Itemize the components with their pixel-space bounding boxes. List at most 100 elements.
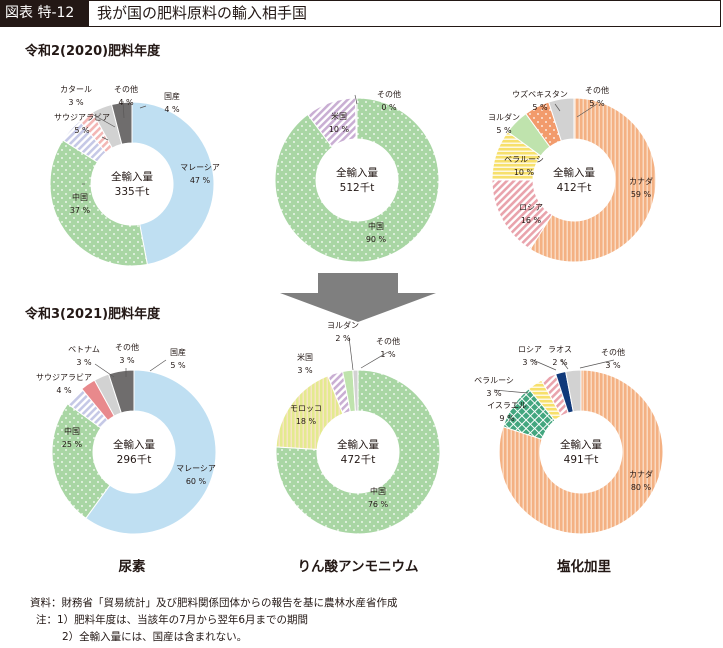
center-value-6: 491千t (564, 454, 599, 466)
slice-value-3-3: 10 % (514, 168, 535, 177)
slice-2-3 (354, 97, 358, 140)
slice-value-4-5: 3 % (119, 356, 135, 365)
slice-value-6-3: 3 % (486, 389, 502, 398)
slice-1-2 (49, 139, 148, 267)
slice-name-5-5: その他 (376, 336, 400, 346)
figure-tag: 図表 特-12 (1, 1, 89, 26)
slice-name-1-5: その他 (114, 84, 138, 94)
slice-6-6 (565, 369, 582, 413)
slice-value-1-1: 47 % (190, 176, 211, 185)
slice-value-5-5: 1 % (380, 350, 396, 359)
slice-name-1-6: 国産 (164, 91, 180, 101)
slice-3-6 (548, 97, 575, 142)
slice-value-2-2: 10 % (329, 125, 350, 134)
slice-name-3-2: ロシア (519, 203, 543, 212)
leader-line-1-5 (122, 100, 125, 119)
slice-value-3-2: 16 % (521, 216, 542, 225)
slice-name-3-5: ウズベキスタン (512, 89, 568, 99)
leader-line-3-6 (576, 103, 598, 118)
figure-title: 我が国の肥料原料の輸入相手国 (97, 4, 308, 22)
slice-value-5-4: 2 % (335, 334, 351, 343)
slice-name-3-4: ヨルダン (488, 112, 520, 122)
center-value-3: 412千t (557, 182, 592, 194)
slice-value-6-5: 2 % (552, 358, 568, 367)
slice-value-4-6: 5 % (170, 361, 186, 370)
leader-line-4-6 (149, 359, 167, 372)
slice-name-4-2: 中国 (64, 426, 80, 436)
donut-chart-2: 全輸入量 512千t 中国 90 % 米国 10 % その他 0 % (274, 89, 440, 263)
donut-chart-6: 全輸入量 491千t カナダ 80 % イスラエル 9 % ベラルーシ 3 % ロシア 3 % ラオ… (474, 345, 664, 535)
slice-name-4-5: その他 (115, 342, 139, 352)
slice-name-3-1: カナダ (629, 176, 653, 186)
slice-name-4-3: サウジアラビア (36, 373, 92, 382)
slice-name-5-4: ヨルダン (327, 320, 359, 330)
slice-value-6-6: 3 % (605, 361, 621, 370)
leader-line-4-4 (94, 363, 115, 378)
slice-value-1-2: 37 % (70, 206, 91, 215)
leader-line-5-4 (348, 336, 354, 371)
product-label-1: 尿素 (119, 558, 146, 575)
slice-name-2-1: 中国 (368, 221, 384, 231)
leader-line-1-6 (139, 105, 147, 109)
slice-value-6-1: 80 % (631, 483, 652, 492)
center-value-1: 335千t (115, 186, 150, 198)
slice-4-2 (51, 403, 111, 520)
slice-name-5-2: モロッコ (290, 404, 322, 413)
slice-3-1 (529, 97, 657, 263)
center-label-4: 全輸入量 (113, 438, 155, 451)
note-1: 注：1）肥料年度は、当該年の7月から翌年6月までの期間 (36, 614, 309, 626)
source-notes: 資料：財務省「貿易統計」及び肥料関係団体からの報告を基に農林水産省作成 注：1）… (30, 595, 398, 646)
slice-value-4-1: 60 % (186, 477, 207, 486)
slice-value-3-6: 5 % (589, 99, 605, 108)
slice-name-3-3: ベラルーシ (504, 155, 544, 164)
slice-name-2-2: 米国 (331, 111, 347, 121)
slice-value-1-6: 4 % (164, 105, 180, 114)
slice-value-1-5: 4 % (118, 98, 134, 107)
slice-value-1-4: 3 % (68, 98, 84, 107)
slice-1-1 (131, 101, 215, 266)
slice-2-1 (274, 97, 440, 263)
center-label-6: 全輸入量 (560, 438, 602, 451)
slice-name-5-1: 中国 (370, 486, 386, 496)
year-transition-arrow (280, 273, 436, 322)
slice-name-6-3: ベラルーシ (474, 376, 514, 385)
slice-value-3-4: 5 % (496, 126, 512, 135)
slice-name-6-4: ロシア (518, 345, 542, 354)
leader-line-6-4 (532, 359, 557, 371)
slice-name-6-6: その他 (601, 347, 625, 357)
slice-value-6-2: 9 % (499, 414, 515, 423)
leader-line-2-3 (354, 94, 358, 105)
slice-name-4-1: マレーシア (176, 464, 216, 473)
slice-name-2-3: その他 (377, 89, 401, 99)
slice-value-4-2: 25 % (62, 440, 83, 449)
leader-line-1-3 (101, 136, 109, 141)
slice-name-6-2: イスラエル (487, 401, 527, 410)
donut-chart-4: 全輸入量 296千t マレーシア 60 % 中国 25 % サウジアラビア 4 % ベトナム 3 … (36, 342, 217, 535)
slice-value-3-1: 59 % (631, 190, 652, 199)
slice-1-6 (110, 101, 133, 145)
center-label-3: 全輸入量 (553, 166, 595, 179)
slice-value-3-5: 5 % (532, 103, 548, 112)
slice-4-1 (85, 369, 217, 535)
slice-value-5-2: 18 % (296, 417, 317, 426)
slice-name-6-1: カナダ (629, 469, 653, 479)
donut-chart-5: 全輸入量 472千t 中国 76 % モロッコ 18 % 米国 3 % ヨルダン 2 % その他 1 … (275, 320, 441, 535)
slice-5-1 (275, 369, 441, 535)
slice-value-5-3: 3 % (297, 366, 313, 375)
year-label-2021: 令和3(2021)肥料年度 (25, 307, 161, 322)
slice-name-5-3: 米国 (297, 352, 313, 362)
slice-value-4-3: 4 % (56, 386, 72, 395)
note-source: 資料：財務省「貿易統計」及び肥料関係団体からの報告を基に農林水産省作成 (30, 597, 398, 609)
center-label-5: 全輸入量 (337, 438, 379, 451)
slice-name-1-1: マレーシア (180, 163, 220, 172)
slice-name-1-4: カタール (60, 85, 92, 94)
slice-value-5-1: 76 % (368, 500, 389, 509)
leader-line-3-5 (554, 103, 561, 112)
slice-value-6-4: 3 % (522, 358, 538, 367)
year-label-2020: 令和2(2020)肥料年度 (25, 44, 161, 59)
product-label-3: 塩化加里 (557, 558, 611, 575)
slice-name-1-2: 中国 (72, 192, 88, 202)
slice-6-1 (498, 369, 664, 535)
slice-name-4-4: ベトナム (68, 345, 100, 354)
slice-value-2-3: 0 % (381, 103, 397, 112)
